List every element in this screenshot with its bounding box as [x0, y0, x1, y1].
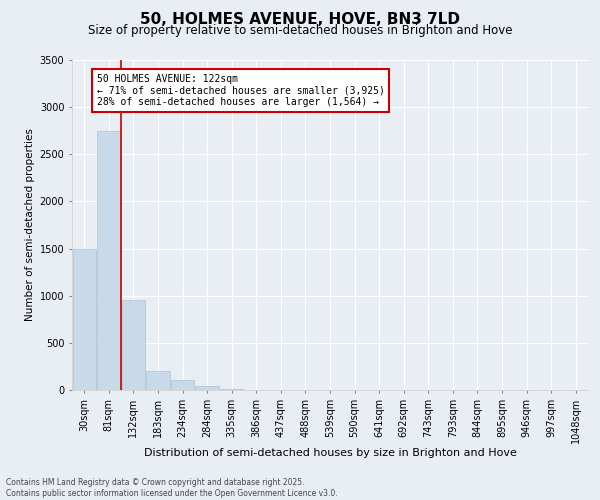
X-axis label: Distribution of semi-detached houses by size in Brighton and Hove: Distribution of semi-detached houses by …	[143, 448, 517, 458]
Bar	[171, 380, 194, 390]
Y-axis label: Number of semi-detached properties: Number of semi-detached properties	[25, 128, 35, 322]
Bar	[73, 248, 96, 390]
Text: Contains HM Land Registry data © Crown copyright and database right 2025.
Contai: Contains HM Land Registry data © Crown c…	[6, 478, 338, 498]
Bar	[196, 386, 219, 390]
Text: 50, HOLMES AVENUE, HOVE, BN3 7LD: 50, HOLMES AVENUE, HOVE, BN3 7LD	[140, 12, 460, 28]
Bar	[146, 371, 170, 390]
Text: 50 HOLMES AVENUE: 122sqm
← 71% of semi-detached houses are smaller (3,925)
28% o: 50 HOLMES AVENUE: 122sqm ← 71% of semi-d…	[97, 74, 385, 108]
Bar	[122, 300, 145, 390]
Bar	[220, 389, 244, 390]
Bar	[97, 130, 121, 390]
Text: Size of property relative to semi-detached houses in Brighton and Hove: Size of property relative to semi-detach…	[88, 24, 512, 37]
